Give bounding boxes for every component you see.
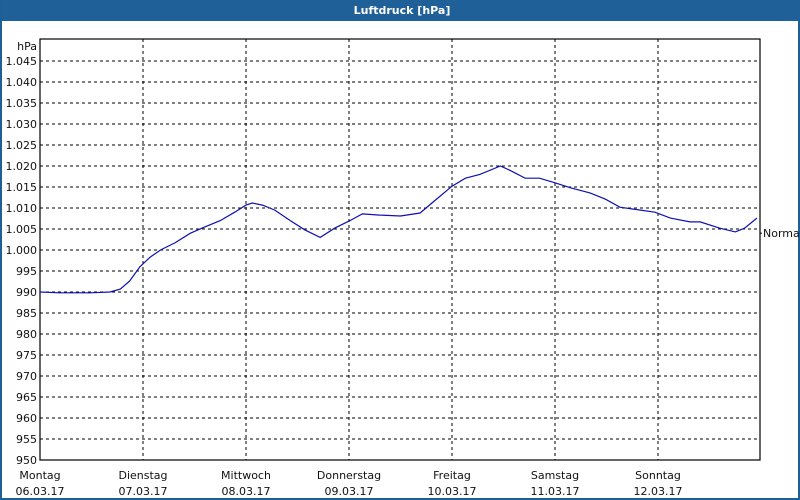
y-tick-label: 965 (16, 391, 37, 404)
y-tick-label: 995 (16, 265, 37, 278)
y-tick-label: 1.015 (6, 181, 38, 194)
y-tick-label: 1.045 (6, 55, 38, 68)
y-tick-label: 950 (16, 454, 37, 467)
y-tick-label: 1.025 (6, 139, 38, 152)
x-tick-date: 11.03.17 (531, 485, 580, 498)
y-tick-label: 1.020 (6, 160, 38, 173)
x-tick-day: Freitag (433, 469, 471, 482)
y-tick-label: 975 (16, 349, 37, 362)
y-tick-label: 1.010 (6, 202, 38, 215)
y-tick-label: 1.005 (6, 223, 38, 236)
x-tick-date: 09.03.17 (325, 485, 374, 498)
y-tick-label: 970 (16, 370, 37, 383)
y-tick-label: 980 (16, 328, 37, 341)
y-tick-label: 1.035 (6, 97, 38, 110)
x-tick-date: 06.03.17 (16, 485, 65, 498)
reference-label: Normal (763, 227, 800, 240)
y-tick-label: 1.040 (6, 76, 38, 89)
y-tick-label: 960 (16, 412, 37, 425)
x-tick-day: Sonntag (635, 469, 681, 482)
pressure-line (39, 165, 758, 294)
y-tick-label: 1.000 (6, 244, 38, 257)
x-tick-day: Samstag (531, 469, 579, 482)
x-tick-date: 07.03.17 (119, 485, 168, 498)
y-tick-label: 955 (16, 433, 37, 446)
plot-frame (39, 38, 761, 461)
x-tick-day: Dienstag (118, 469, 167, 482)
x-tick-day: Mittwoch (221, 469, 271, 482)
x-tick-day: Donnerstag (317, 469, 381, 482)
x-tick-date: 12.03.17 (634, 485, 683, 498)
y-tick-label: 985 (16, 307, 37, 320)
window-title: Luftdruck [hPa] (2, 0, 800, 21)
x-tick-date: 10.03.17 (428, 485, 477, 498)
y-tick-label: 990 (16, 286, 37, 299)
y-tick-label: 1.030 (6, 118, 38, 131)
x-tick-day: Montag (19, 469, 60, 482)
x-tick-date: 08.03.17 (222, 485, 271, 498)
y-axis-unit: hPa (17, 40, 37, 53)
